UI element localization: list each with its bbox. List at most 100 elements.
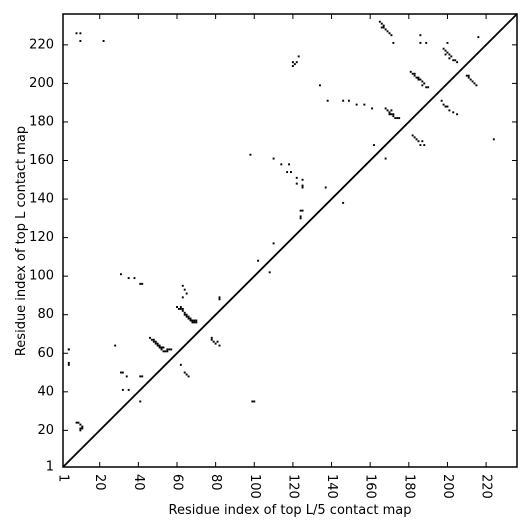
contact-point-lower [75,421,78,424]
contact-point-lower [164,350,167,353]
x-tick-label: 220 [479,474,494,499]
contact-point-lower [114,344,117,347]
contact-point-upper [181,284,184,287]
contact-point-lower [166,350,169,353]
contact-point-lower [121,371,124,374]
contact-point-lower [162,350,165,353]
contact-point-lower [181,307,184,310]
contact-point-upper [386,30,389,33]
contact-point-upper [318,84,321,87]
contact-point-lower [384,157,387,160]
contact-point-upper [390,109,393,112]
contact-point-lower [181,309,184,312]
contact-point-upper [411,134,414,137]
contact-point-lower [195,321,198,324]
contact-point-upper [380,26,383,29]
contact-point-upper [301,184,304,187]
contact-point-upper [378,20,381,23]
contact-point-upper [295,61,298,64]
contact-point-lower [158,344,161,347]
contact-point-lower [193,321,196,324]
contact-point-upper [477,36,480,39]
contact-point-upper [386,109,389,112]
contact-point-upper [465,74,468,77]
x-tick-label: 20 [92,474,107,491]
contact-point-upper [355,103,358,106]
contact-point-lower [81,427,84,430]
contact-point-upper [471,80,474,83]
contact-point-upper [326,99,329,102]
contact-point-upper [423,82,426,85]
contact-point-upper [218,298,221,301]
x-tick-label: 40 [131,474,146,491]
contact-point-upper [295,176,298,179]
contact-point-lower [373,144,376,147]
contact-point-lower [139,400,142,403]
contact-point-upper [299,209,302,212]
contact-point-lower [324,186,327,189]
contact-point-upper [452,59,455,62]
contact-point-lower [77,421,80,424]
contact-point-lower [176,306,178,308]
contact-point-upper [423,144,426,147]
contact-point-lower [152,340,155,343]
y-tick-label: 180 [29,114,54,129]
contact-point-upper [388,111,391,114]
contact-point-upper [444,53,447,56]
contact-point-upper [444,105,447,108]
contact-point-upper [421,80,424,83]
contact-point-lower [189,317,192,320]
contact-point-upper [382,26,385,29]
contact-point-lower [179,307,182,310]
contact-point-upper [396,117,399,120]
contact-point-upper [417,76,420,79]
contact-point-upper [297,55,300,58]
contact-point-upper [419,41,422,44]
contact-point-upper [288,163,290,166]
contact-point-upper [469,78,472,81]
contact-point-upper [475,84,478,87]
contact-point-upper [398,117,401,120]
contact-point-lower [79,429,82,432]
contact-point-upper [446,51,449,54]
contact-point-upper [342,99,345,102]
contact-point-lower [141,375,144,378]
contact-point-lower [156,342,159,345]
contact-point-lower [79,423,82,426]
contact-point-lower [154,342,157,345]
contact-point-lower [67,363,70,366]
y-tick-label: 80 [37,307,54,322]
contact-point-lower [185,313,188,316]
contact-point-upper [390,113,393,116]
contact-point-lower [195,319,198,322]
x-tick-label: 180 [401,474,416,499]
contact-point-upper [390,34,393,37]
contact-point-lower [79,427,82,430]
plot-area [62,13,518,468]
contact-point-upper [286,171,289,174]
contact-point-lower [193,319,196,322]
contact-point-upper [427,86,430,89]
contact-point-lower [185,315,188,318]
contact-point-lower [185,373,188,376]
contact-point-upper [290,171,292,174]
y-tick-label: 60 [37,346,54,361]
contact-point-upper [392,41,395,44]
contact-point-lower [119,371,122,374]
contact-point-upper [421,84,424,87]
contact-point-upper [454,59,457,62]
contact-point-upper [448,109,451,112]
contact-point-upper [127,277,130,280]
contact-point-lower [218,344,221,347]
y-tick-label: 20 [37,423,54,438]
contact-point-lower [210,338,213,341]
y-tick-label: 1 [46,460,54,475]
contact-point-upper [185,292,188,295]
contact-point-lower [183,313,186,316]
contact-point-lower [212,340,215,343]
contact-point-upper [119,273,122,276]
diagonal-line [62,13,518,468]
contact-point-upper [425,41,428,44]
contact-point-lower [158,346,161,349]
